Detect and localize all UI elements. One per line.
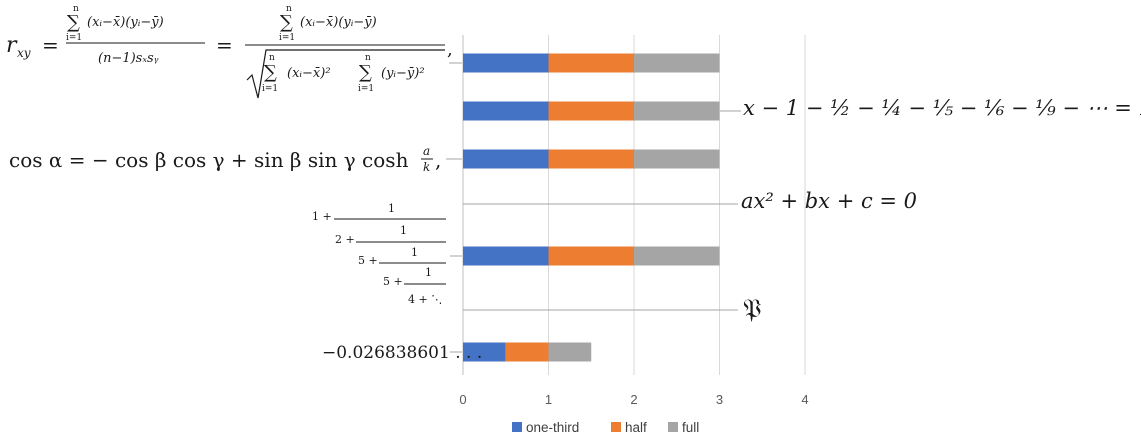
r-subscript: xy: [17, 46, 31, 60]
bar-full-row-4: [634, 246, 720, 266]
cf-one-3: 1: [411, 246, 418, 259]
x-tick-label: 0: [459, 392, 466, 407]
category-label-fraktur-p: 𝔓: [743, 294, 762, 324]
cosh-numerator: a: [423, 144, 430, 158]
sum-symbol-2: ∑: [280, 12, 293, 33]
denominator: (n−1)sₓsᵧ: [98, 51, 159, 66]
cosine-comma: ,: [435, 148, 441, 172]
cf-term-4: 5 +: [383, 275, 403, 288]
bar-full-row-1: [634, 101, 720, 121]
sum-top-2: n: [286, 4, 292, 14]
sum-top-4: n: [365, 53, 371, 63]
cosine-formula: cos α = − cos β cos γ + sin β sin γ cosh: [9, 148, 409, 172]
sum-top: n: [73, 4, 79, 14]
x-axis-ticks: 0 1 2 3 4: [459, 392, 808, 407]
bar-half-row-4: [548, 246, 634, 266]
category-label-continued-fraction: 1 + 1 2 + 1 5 + 1 5 + 1 4 + ⋱: [312, 202, 446, 306]
bar-half-row-1: [548, 101, 634, 121]
bar-one-third-row-0: [463, 53, 549, 73]
bar-one-third-row-1: [463, 101, 549, 121]
legend-label-one-third: one-third: [526, 420, 579, 435]
bar-full-row-2: [634, 149, 720, 169]
sum-symbol-3: ∑: [264, 62, 277, 83]
bars: [463, 53, 720, 362]
cf-one-4: 1: [425, 266, 432, 279]
legend-label-full: full: [682, 420, 699, 435]
cf-term-3: 5 +: [358, 254, 378, 267]
legend-label-half: half: [625, 420, 647, 435]
x-tick-label: 1: [545, 392, 552, 407]
bar-full-row-0: [634, 53, 720, 73]
sum-bottom: i=1: [66, 33, 82, 43]
sum-top-3: n: [269, 53, 275, 63]
comma: ,: [447, 39, 453, 60]
numerator: (xᵢ−x̄)(yᵢ−ȳ): [87, 15, 164, 30]
bar-one-third-row-4: [463, 246, 549, 266]
category-label-cosine: cos α = − cos β cos γ + sin β sin γ cosh…: [9, 144, 441, 174]
bar-one-third-row-6: [463, 342, 506, 362]
bar-half-row-6: [505, 342, 549, 362]
sqrt-sign: [246, 49, 445, 99]
x-tick-label: 3: [716, 392, 723, 407]
sqrt-term-a: (xᵢ−x̄)²: [287, 66, 331, 81]
equals-sign: =: [42, 33, 59, 57]
category-label-negative-number: −0.026838601 . . .: [322, 343, 482, 363]
equals-sign-2: =: [216, 33, 233, 57]
r-symbol: r: [6, 33, 18, 58]
bar-half-row-0: [548, 53, 634, 73]
legend-swatch-half: [611, 422, 621, 432]
sum-bottom-4: i=1: [358, 84, 374, 94]
sum-bottom-3: i=1: [262, 84, 278, 94]
category-label-correlation: r xy = n ∑ i=1 (xᵢ−x̄)(yᵢ−ȳ) (n−1)sₓsᵧ =…: [6, 4, 453, 99]
x-tick-label: 4: [801, 392, 808, 407]
bar-one-third-row-2: [463, 149, 549, 169]
bar-half-row-2: [548, 149, 634, 169]
legend-swatch-full: [668, 422, 678, 432]
legend-swatch-one-third: [512, 422, 522, 432]
sum-symbol: ∑: [67, 12, 80, 33]
numerator-2: (xᵢ−x̄)(yᵢ−ȳ): [300, 15, 377, 30]
gridlines: [462, 35, 806, 375]
cf-term-1: 1 +: [312, 210, 332, 223]
legend: one-third half full: [512, 420, 699, 435]
category-label-quadratic: ax² + bx + c = 0: [741, 189, 917, 213]
cf-one-2: 1: [400, 224, 407, 237]
cf-one-1: 1: [388, 202, 395, 215]
sqrt-term-b: (yᵢ−ȳ)²: [381, 66, 425, 81]
category-label-series: x − 1 − ½ − ¼ − ⅕ − ⅙ − ⅑ − ⋯ = 1: [743, 96, 1141, 120]
x-tick-label: 2: [630, 392, 637, 407]
bar-full-row-6: [548, 342, 592, 362]
label-connectors: [446, 62, 741, 353]
cosh-denominator: k: [423, 160, 430, 174]
sum-symbol-4: ∑: [359, 62, 372, 83]
sum-bottom-2: i=1: [279, 33, 295, 43]
cf-term-5: 4 + ⋱: [408, 293, 442, 306]
cf-term-2: 2 +: [335, 233, 355, 246]
